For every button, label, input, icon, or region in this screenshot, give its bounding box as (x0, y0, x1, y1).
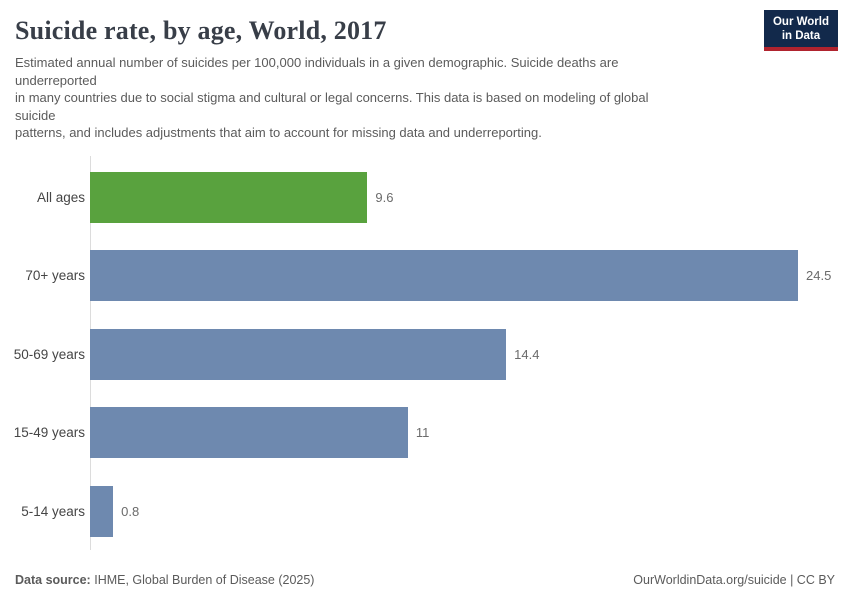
bar-chart: All ages 9.6 70+ years 24.5 50-69 years … (0, 155, 850, 550)
bar-row-15-49: 15-49 years 11 (0, 407, 850, 458)
bar-track: 24.5 (90, 250, 850, 301)
data-source: Data source: IHME, Global Burden of Dise… (15, 573, 314, 587)
bar[interactable] (90, 250, 798, 301)
value-label: 14.4 (514, 347, 540, 362)
category-label: 15-49 years (13, 425, 85, 440)
bar[interactable] (90, 486, 114, 537)
bar-row-all-ages: All ages 9.6 (0, 172, 850, 223)
bar-track: 0.8 (90, 486, 850, 537)
data-source-value: IHME, Global Burden of Disease (2025) (94, 573, 315, 587)
bar-track: 14.4 (90, 329, 850, 380)
bar-row-70-plus: 70+ years 24.5 (0, 250, 850, 301)
bar-track: 11 (90, 407, 850, 458)
category-label: 50-69 years (13, 347, 85, 362)
data-source-label: Data source: (15, 573, 91, 587)
chart-footer: Data source: IHME, Global Burden of Dise… (0, 573, 850, 587)
attribution: OurWorldinData.org/suicide | CC BY (633, 573, 835, 587)
bar[interactable] (90, 172, 368, 223)
bar-row-50-69: 50-69 years 14.4 (0, 329, 850, 380)
bar-row-5-14: 5-14 years 0.8 (0, 486, 850, 537)
value-label: 0.8 (121, 504, 140, 519)
value-label: 11 (415, 425, 430, 440)
bar[interactable] (90, 329, 507, 380)
bar[interactable] (90, 407, 408, 458)
category-label: 5-14 years (21, 504, 85, 519)
chart-header: Suicide rate, by age, World, 2017 Estima… (0, 0, 850, 142)
chart-subtitle: Estimated annual number of suicides per … (15, 55, 649, 140)
category-label: 70+ years (25, 268, 85, 283)
owid-logo[interactable]: Our World in Data (763, 10, 838, 51)
value-label: 9.6 (375, 190, 394, 205)
value-label: 24.5 (806, 268, 832, 283)
chart-title: Suicide rate, by age, World, 2017 (15, 16, 387, 45)
category-label: All ages (36, 190, 85, 205)
bar-track: 9.6 (90, 172, 850, 223)
